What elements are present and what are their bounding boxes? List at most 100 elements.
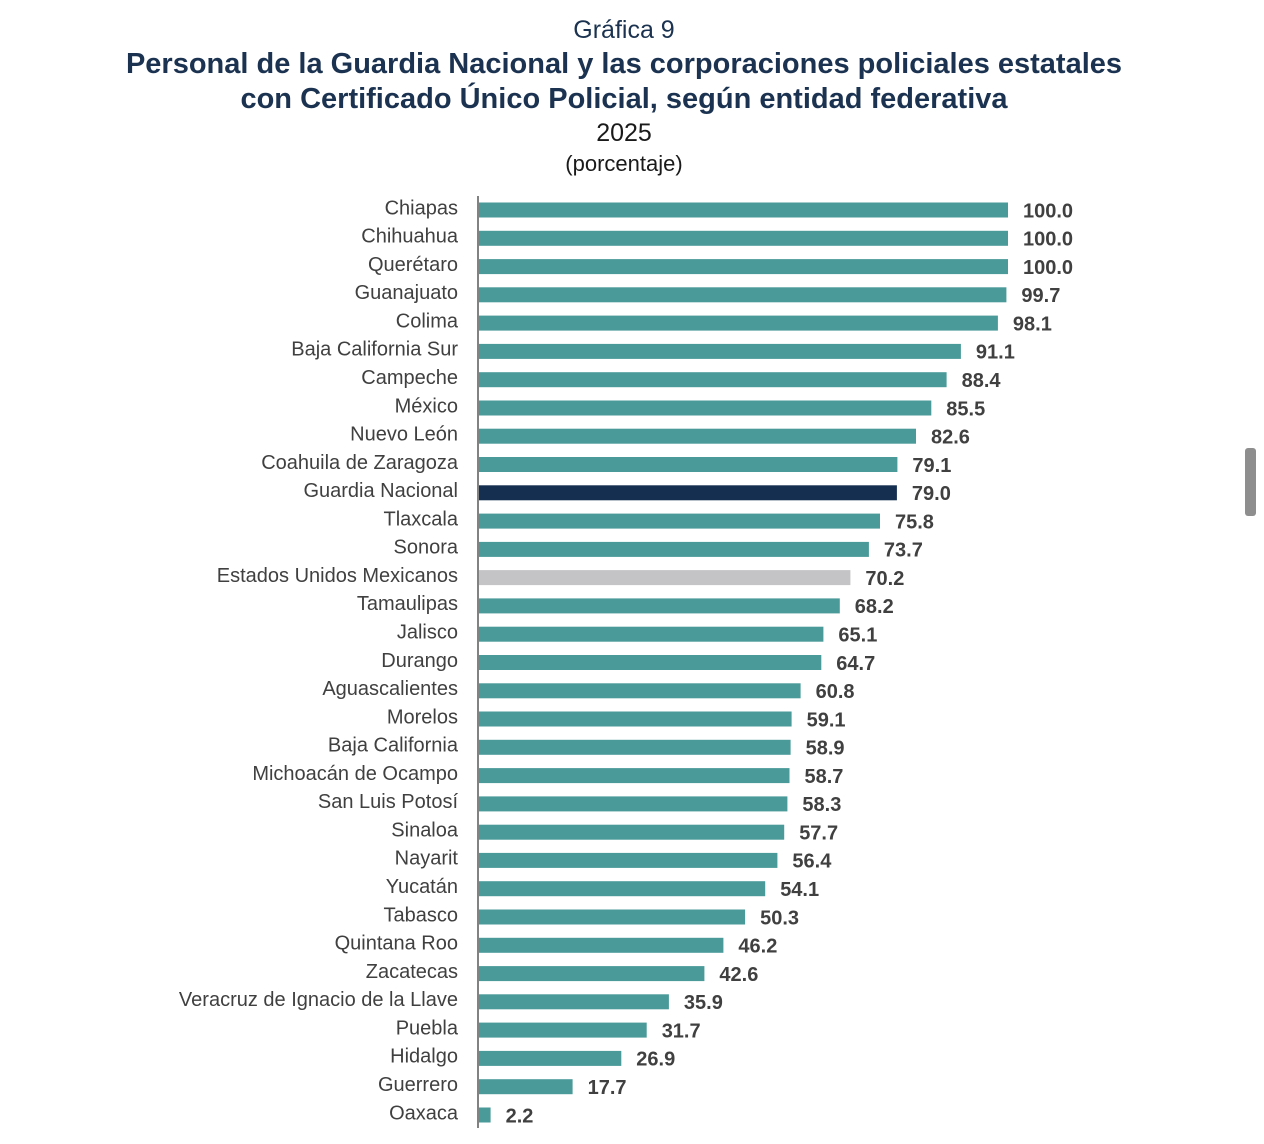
value-label-jalisco: 65.1 [838,624,877,646]
value-label-baja-california-sur: 91.1 [976,342,1015,364]
value-label-hidalgo: 26.9 [636,1049,675,1071]
category-label-morelos: Morelos [387,706,458,728]
bar-puebla [479,1022,647,1038]
bar-jalisco [479,626,824,642]
category-label-yucatan: Yucatán [386,876,458,898]
value-label-oaxaca: 2.2 [506,1105,534,1127]
category-label-zacatecas: Zacatecas [366,961,458,983]
bar-tamaulipas [479,598,840,614]
category-label-durango: Durango [381,650,458,672]
category-label-campeche: Campeche [361,367,458,389]
bar-quintana-roo [479,937,724,953]
value-label-morelos: 59.1 [807,709,846,731]
scrollbar-thumb[interactable] [1245,448,1256,516]
value-label-tabasco: 50.3 [760,907,799,929]
value-label-chiapas: 100.0 [1023,200,1073,222]
category-label-baja-california-sur: Baja California Sur [291,339,458,361]
category-label-puebla: Puebla [396,1017,459,1039]
value-label-chihuahua: 100.0 [1023,229,1073,251]
category-label-guanajuato: Guanajuato [355,282,458,304]
value-label-mexico: 85.5 [946,398,985,420]
bar-estados-unidos-mexicanos [479,570,851,586]
bar-guerrero [479,1079,573,1095]
bar-yucatan [479,881,766,897]
value-label-campeche: 88.4 [962,370,1002,392]
bar-guanajuato [479,287,1007,303]
bar-san-luis-potosi [479,796,788,812]
value-label-san-luis-potosi: 58.3 [802,794,841,816]
bar-nayarit [479,852,778,868]
chart-unit: (porcentaje) [565,151,683,176]
value-label-puebla: 31.7 [662,1020,701,1042]
category-label-coahuila-de-zaragoza: Coahuila de Zaragoza [261,452,459,474]
bar-sinaloa [479,824,785,840]
bar-durango [479,655,822,670]
bar-veracruz-de-ignacio-de-la-llave [479,994,669,1010]
category-label-tlaxcala: Tlaxcala [384,508,459,530]
value-label-tlaxcala: 75.8 [895,511,934,533]
value-label-colima: 98.1 [1013,313,1052,335]
bar-baja-california-sur [479,343,961,359]
category-label-oaxaca: Oaxaca [389,1102,459,1124]
bar-baja-california [479,739,791,755]
category-label-chiapas: Chiapas [385,197,458,219]
value-label-sonora: 73.7 [884,540,923,562]
category-label-baja-california: Baja California [328,735,459,757]
category-label-colima: Colima [396,310,459,332]
category-label-quintana-roo: Quintana Roo [335,933,458,955]
bar-oaxaca [479,1107,491,1123]
bar-guardia-nacional [479,485,897,501]
category-label-guardia-nacional: Guardia Nacional [303,480,458,502]
bar-campeche [479,372,947,388]
bar-hidalgo [479,1050,622,1066]
value-label-baja-california: 58.9 [806,738,845,760]
category-label-queretaro: Querétaro [368,254,458,276]
category-label-hidalgo: Hidalgo [390,1046,458,1068]
value-label-zacatecas: 42.6 [719,964,758,986]
bar-coahuila-de-zaragoza [479,457,898,472]
bar-mexico [479,400,932,416]
category-label-nuevo-leon: Nuevo León [350,423,458,445]
category-label-nayarit: Nayarit [395,848,459,870]
category-label-michoacan-de-ocampo: Michoacán de Ocampo [252,763,458,785]
bar-queretaro [479,259,1008,275]
category-label-jalisco: Jalisco [397,621,458,643]
bar-tabasco [479,909,746,925]
value-label-sinaloa: 57.7 [799,822,838,844]
category-label-sonora: Sonora [394,537,459,559]
bar-zacatecas [479,966,705,982]
value-label-estados-unidos-mexicanos: 70.2 [865,568,904,590]
value-label-queretaro: 100.0 [1023,257,1073,279]
value-label-quintana-roo: 46.2 [738,936,777,958]
value-label-veracruz-de-ignacio-de-la-llave: 35.9 [684,992,723,1014]
bar-chihuahua [479,230,1008,246]
category-label-chihuahua: Chihuahua [361,226,459,248]
value-label-nuevo-leon: 82.6 [931,426,970,448]
category-label-estados-unidos-mexicanos: Estados Unidos Mexicanos [217,565,458,587]
value-label-michoacan-de-ocampo: 58.7 [805,766,844,788]
value-label-durango: 64.7 [836,653,875,675]
category-label-tabasco: Tabasco [384,904,459,926]
bar-nuevo-leon [479,428,916,444]
value-label-coahuila-de-zaragoza: 79.1 [912,455,951,477]
bar-chiapas [479,202,1008,218]
bar-michoacan-de-ocampo [479,768,790,784]
value-label-guanajuato: 99.7 [1021,285,1060,307]
category-label-aguascalientes: Aguascalientes [322,678,458,700]
bar-morelos [479,711,792,727]
bars-group: Chiapas 100.0 Chihuahua 100.0 Querétaro 100.0… [179,197,1073,1127]
chart-title-line-1: Personal de la Guardia Nacional y las co… [125,48,1123,80]
category-label-sinaloa: Sinaloa [391,819,459,841]
category-label-veracruz-de-ignacio-de-la-llave: Veracruz de Ignacio de la Llave [179,989,458,1011]
bar-colima [479,315,998,331]
value-label-aguascalientes: 60.8 [816,681,855,703]
bar-aguascalientes [479,683,801,699]
value-label-yucatan: 54.1 [780,879,819,901]
bar-tlaxcala [479,513,880,529]
value-label-guardia-nacional: 79.0 [912,483,951,505]
value-label-guerrero: 17.7 [588,1077,627,1099]
category-label-mexico: México [395,395,458,417]
category-label-san-luis-potosi: San Luis Potosí [318,791,459,813]
chart-number-label: Gráfica 9 [573,16,675,44]
